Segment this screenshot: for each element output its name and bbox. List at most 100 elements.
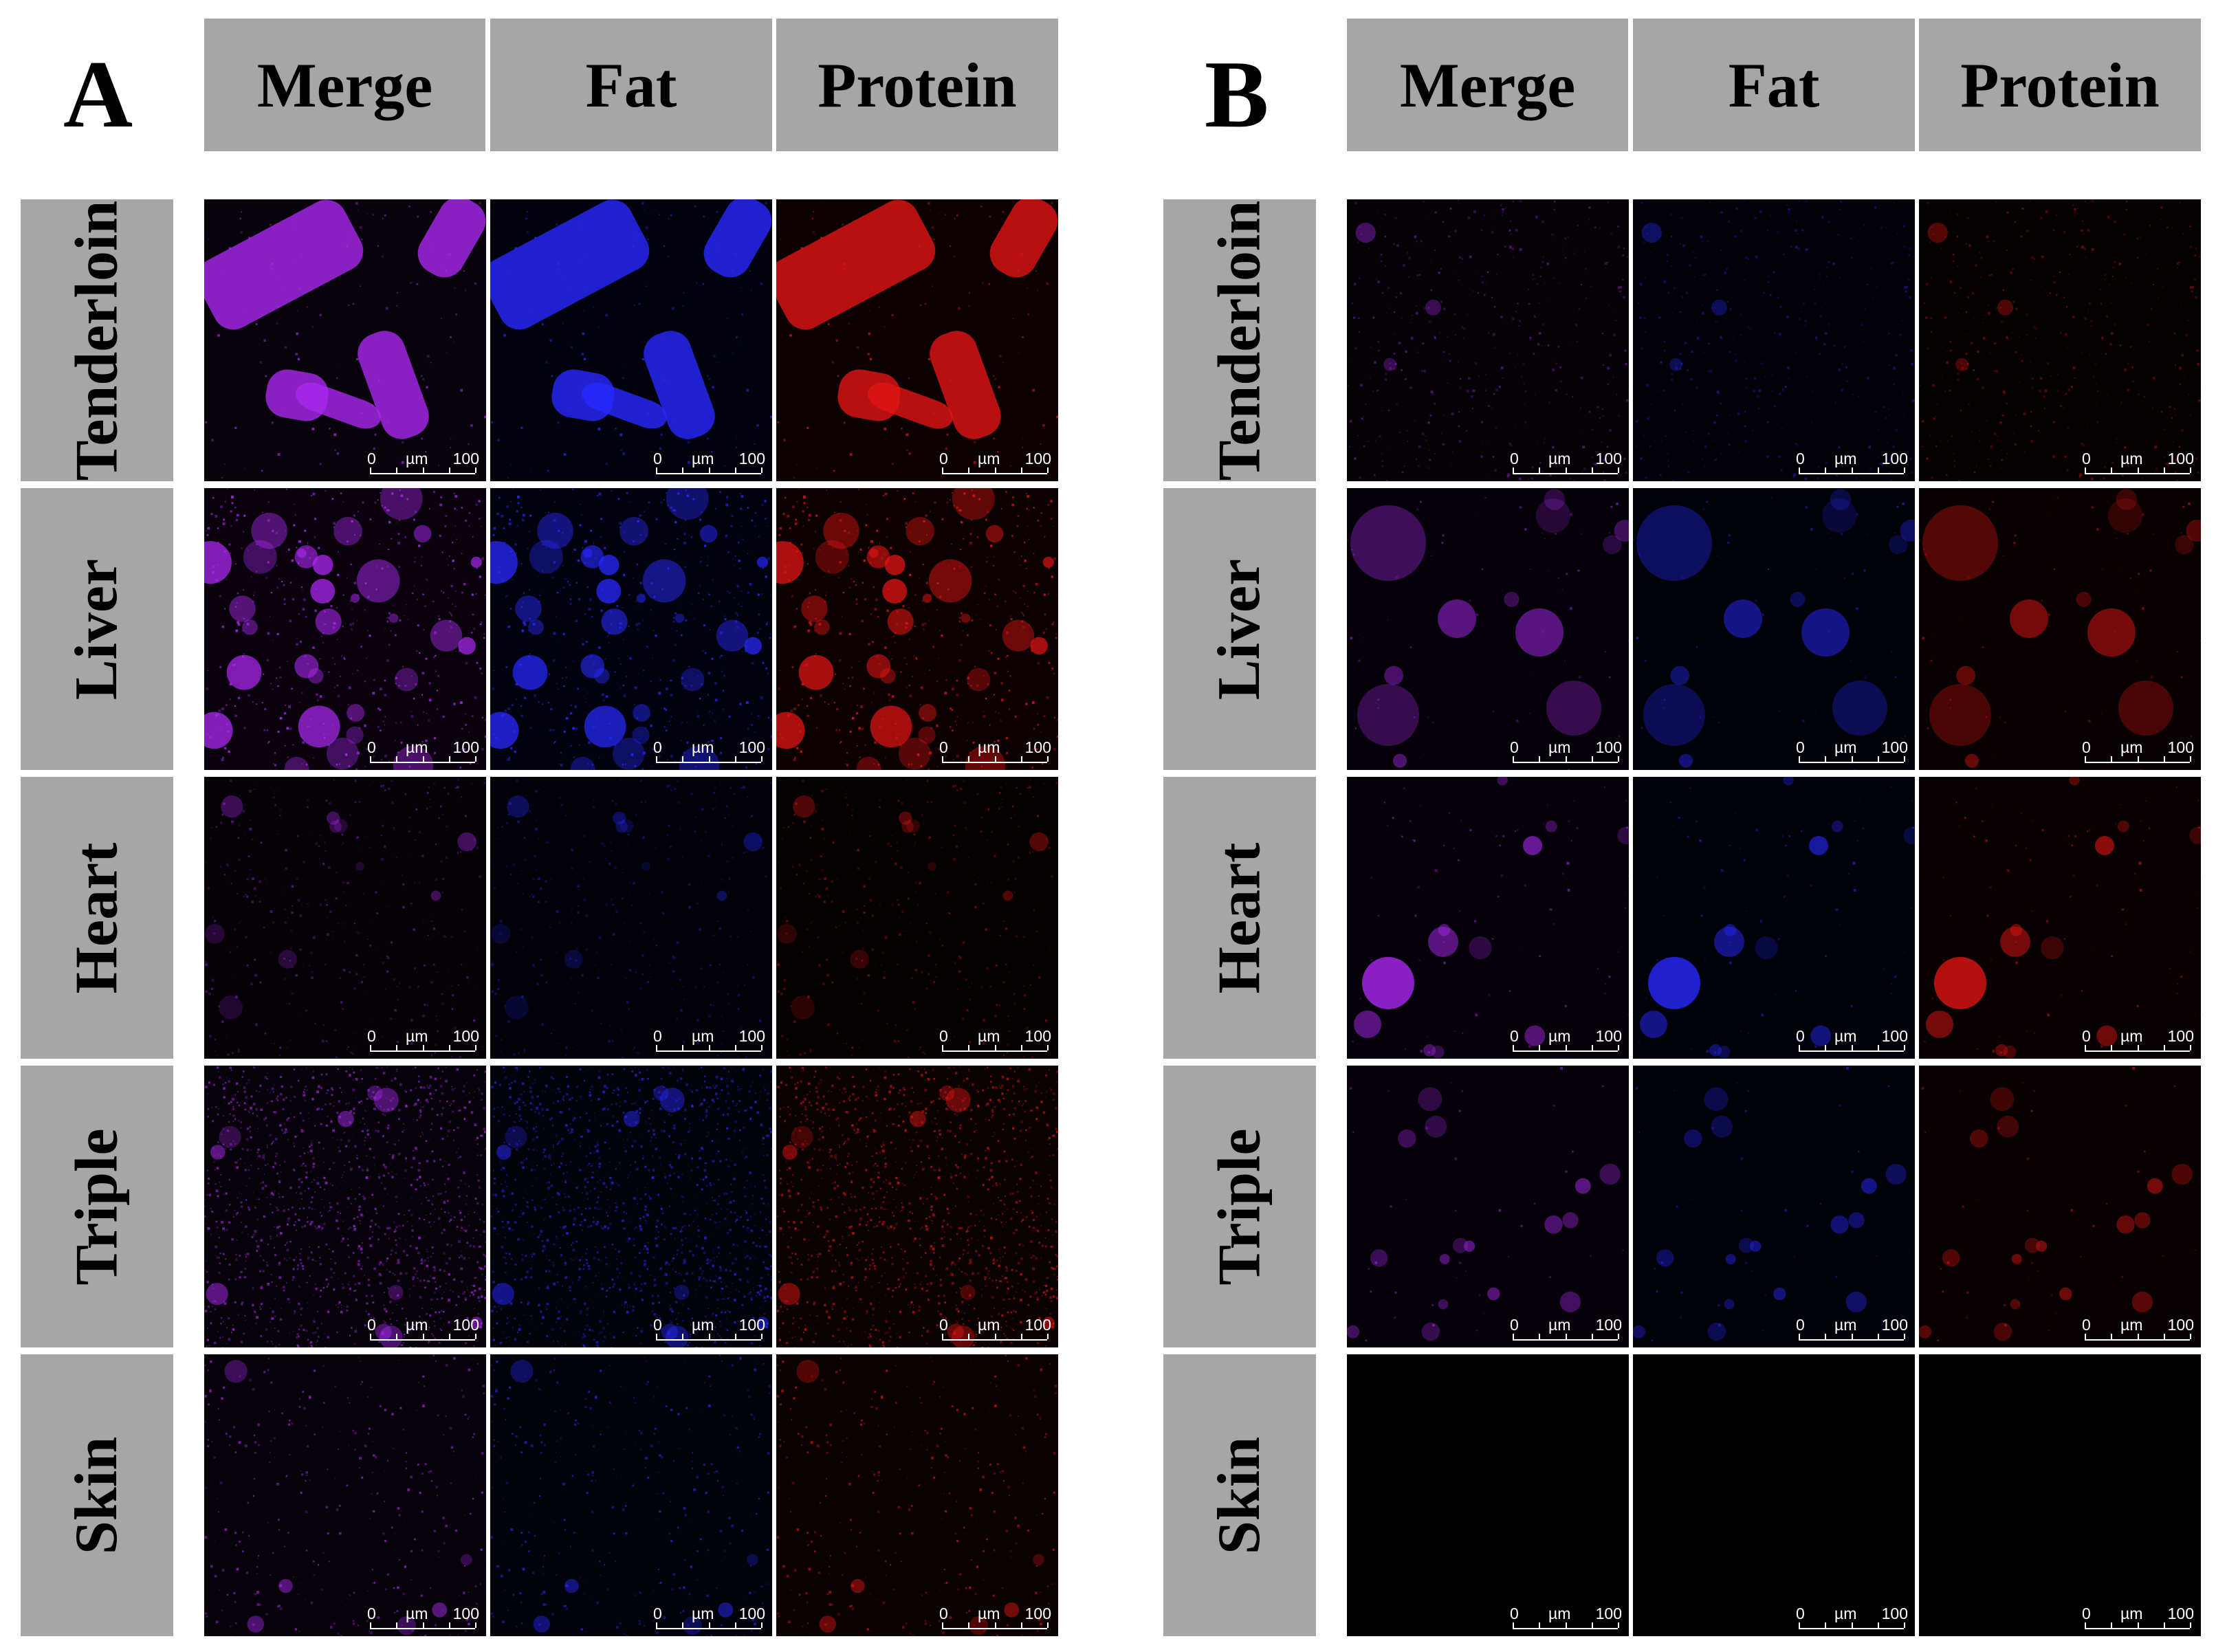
scale-bar-start: 0 [653, 1027, 662, 1045]
scale-bar-tick [1591, 467, 1593, 473]
micrograph-image [1919, 488, 2201, 770]
scale-bar-tick [1618, 467, 1619, 473]
scale-bar-line [2085, 1622, 2191, 1629]
scale-bar-tick [2085, 467, 2086, 473]
column-header-protein-a: Protein [776, 19, 1058, 151]
scale-bar-tick [448, 467, 450, 473]
column-header-fat-b: Fat [1633, 19, 1915, 151]
micrograph-image [1347, 488, 1629, 770]
scale-bar-tick [968, 1622, 970, 1628]
scale-bar: 0 µm 100 [2081, 1027, 2194, 1053]
scale-bar-start: 0 [2082, 450, 2091, 467]
scale-bar-unit: µm [2120, 1316, 2143, 1334]
panel-letter-b: B [1205, 41, 1269, 148]
scale-bar-end: 100 [1881, 1027, 1908, 1045]
scale-bar: 0 µm 100 [366, 738, 479, 764]
scale-bar-tick [2163, 756, 2165, 762]
micrograph-a-heart-protein: 0 µm 100 [776, 777, 1058, 1059]
scale-bar-tick [1513, 467, 1514, 473]
scale-bar-tick [1020, 1334, 1022, 1339]
scale-bar-tick [1591, 1622, 1593, 1628]
scale-bar-tick [761, 1045, 763, 1050]
scale-bar-tick [1825, 1334, 1827, 1339]
micrograph-b-triple-fat: 0 µm 100 [1633, 1066, 1915, 1347]
scale-bar-tick [656, 1334, 657, 1339]
scale-bar-tick [1513, 1045, 1514, 1050]
scale-bar-tick [1904, 1622, 1905, 1628]
scale-bar-tick [1565, 1334, 1567, 1339]
scale-bar-tick [1904, 756, 1905, 762]
scale-bar-end: 100 [2167, 1605, 2194, 1622]
scale-bar-tick [968, 1045, 970, 1050]
scale-bar-start: 0 [1796, 1027, 1805, 1045]
scale-bar-tick [448, 1045, 450, 1050]
scale-bar-line [656, 1622, 763, 1629]
scale-bar-unit: µm [406, 738, 428, 756]
scale-bar-tick [1799, 756, 1800, 762]
scale-bar-tick [656, 756, 657, 762]
scale-bar: 0 µm 100 [652, 1027, 765, 1053]
micrograph-image [204, 777, 486, 1059]
scale-bar-tick [1047, 1622, 1049, 1628]
column-header-merge-b: Merge [1347, 19, 1628, 151]
scale-bar-tick [994, 1622, 996, 1628]
scale-bar-start: 0 [1796, 738, 1805, 756]
row-label: Heart [1206, 842, 1273, 993]
scale-bar-tick [682, 467, 684, 473]
scale-bar-start: 0 [939, 1316, 948, 1334]
scale-bar-tick [1513, 756, 1514, 762]
scale-bar-tick [2137, 756, 2139, 762]
micrograph-b-liver-protein: 0 µm 100 [1919, 488, 2201, 770]
scale-bar-start: 0 [1796, 1605, 1805, 1622]
micrograph-a-tenderloin-merge: 0 µm 100 [204, 199, 486, 481]
row-label: Skin [1206, 1436, 1273, 1554]
scale-bar-tick [1020, 467, 1022, 473]
scale-bar-tick [994, 1334, 996, 1339]
scale-bar-tick [1799, 1334, 1800, 1339]
scale-bar-tick [2137, 1334, 2139, 1339]
scale-bar: 0 µm 100 [1795, 1316, 1908, 1342]
scale-bar-end: 100 [452, 450, 479, 467]
micrograph-b-triple-protein: 0 µm 100 [1919, 1066, 2201, 1347]
scale-bar-tick [1799, 1622, 1800, 1628]
scale-bar-line [2085, 467, 2191, 474]
scale-bar-line [656, 1334, 763, 1341]
scale-bar: 0 µm 100 [2081, 1605, 2194, 1631]
scale-bar-start: 0 [653, 1605, 662, 1622]
scale-bar-line [656, 467, 763, 474]
row-header-tenderloin-a: Tenderloin [21, 199, 173, 481]
scale-bar-tick [1047, 1045, 1049, 1050]
scale-bar-unit: µm [2120, 450, 2143, 467]
scale-bar-tick [2137, 1045, 2139, 1050]
micrograph-b-liver-fat: 0 µm 100 [1633, 488, 1915, 770]
scale-bar-tick [1618, 1622, 1619, 1628]
scale-bar-end: 100 [1595, 1316, 1622, 1334]
micrograph-image [776, 488, 1058, 770]
scale-bar: 0 µm 100 [366, 1027, 479, 1053]
micrograph-b-tenderloin-fat: 0 µm 100 [1633, 199, 1915, 481]
scale-bar-line [1513, 1045, 1619, 1052]
scale-bar-tick [370, 467, 371, 473]
scale-bar-tick [994, 467, 996, 473]
micrograph-image [776, 1354, 1058, 1636]
scale-bar-start: 0 [367, 738, 376, 756]
scale-bar-tick [1851, 1334, 1853, 1339]
micrograph-image [204, 199, 486, 481]
micrograph-b-tenderloin-protein: 0 µm 100 [1919, 199, 2201, 481]
scale-bar-tick [1618, 756, 1619, 762]
scale-bar-tick [942, 1334, 943, 1339]
scale-bar-tick [1539, 1622, 1541, 1628]
scale-bar-tick [708, 1334, 710, 1339]
scale-bar: 0 µm 100 [366, 1316, 479, 1342]
row-header-heart-b: Heart [1163, 777, 1316, 1059]
scale-bar-tick [761, 1334, 763, 1339]
scale-bar-tick [475, 1334, 476, 1339]
scale-bar-tick [734, 467, 736, 473]
scale-bar-start: 0 [2082, 1316, 2091, 1334]
micrograph-image [1347, 1354, 1629, 1636]
scale-bar: 0 µm 100 [2081, 1316, 2194, 1342]
scale-bar-end: 100 [1024, 1027, 1051, 1045]
scale-bar: 0 µm 100 [2081, 450, 2194, 476]
scale-bar-tick [370, 1334, 371, 1339]
row-label: Triple [1206, 1127, 1273, 1286]
